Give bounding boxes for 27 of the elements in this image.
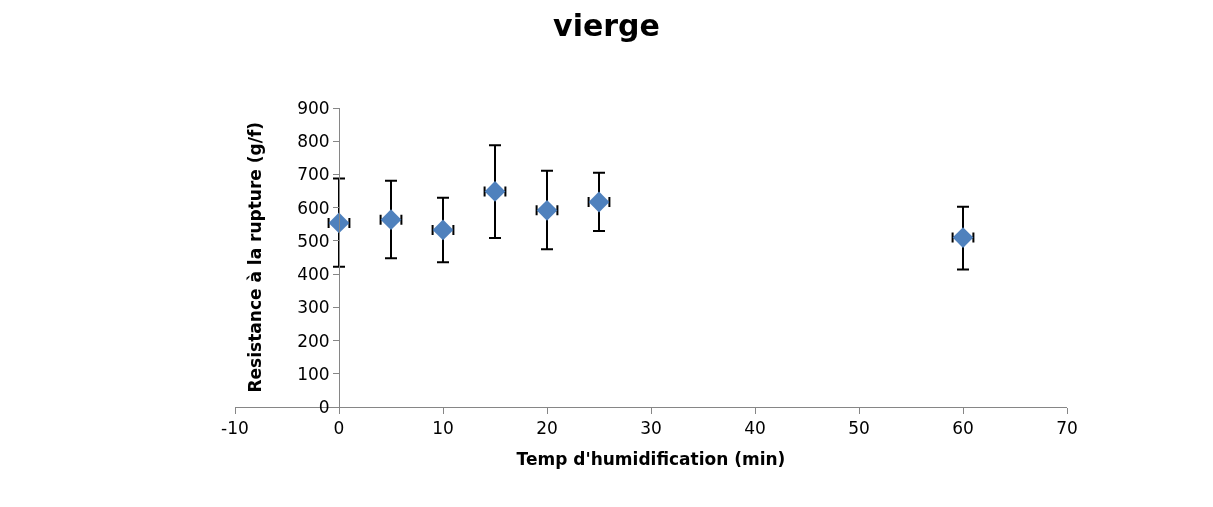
x-tick-label: 20 xyxy=(536,418,558,439)
point xyxy=(536,199,558,221)
x-tick-label: 60 xyxy=(952,418,974,439)
x-tick-label: 70 xyxy=(1056,418,1078,439)
y-tick-label: 200 xyxy=(297,330,330,351)
x-tick-label: 40 xyxy=(744,418,766,439)
x-tick-label: 50 xyxy=(848,418,870,439)
point xyxy=(484,180,506,202)
y-tick-label: 100 xyxy=(297,363,330,384)
y-tick-label: 700 xyxy=(297,164,330,185)
x-axis-title: Temp d'humidification (min) xyxy=(516,448,786,469)
x-tick-label: 30 xyxy=(640,418,662,439)
y-tick-label: 300 xyxy=(297,297,330,318)
chart-title: vierge xyxy=(553,8,660,44)
y-tick-label: 600 xyxy=(297,197,330,218)
y-tick-label: 0 xyxy=(318,396,330,417)
y-axis-title: Resistance à la rupture (g/f) xyxy=(244,121,265,393)
y-tick-label: 900 xyxy=(297,97,330,118)
y-tick-label: 800 xyxy=(297,131,330,152)
x-tick-label: 10 xyxy=(432,418,454,439)
point xyxy=(380,209,402,231)
y-tick-label: 500 xyxy=(297,230,330,251)
point xyxy=(588,191,610,213)
point xyxy=(432,219,454,241)
x-tick-label: -10 xyxy=(221,418,249,439)
x-tick-label: 0 xyxy=(333,418,345,439)
y-tick-label: 400 xyxy=(297,264,330,285)
